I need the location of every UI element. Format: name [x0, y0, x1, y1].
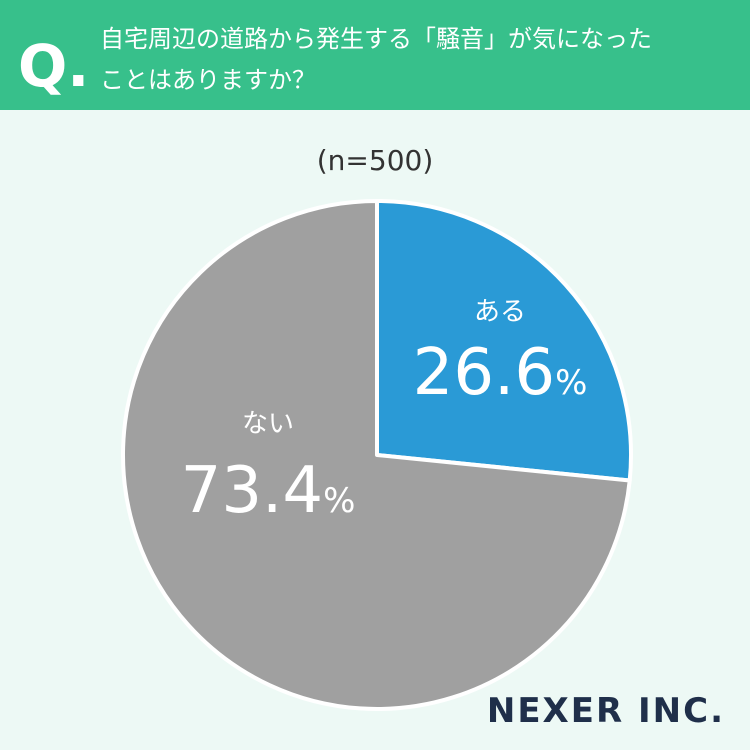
pie-slice — [121, 199, 632, 711]
pie: ある 26.6% ない 73.4% — [121, 199, 633, 711]
question: ことはありますか？ — [100, 66, 316, 94]
header-band — [0, 0, 750, 110]
value-label: 26.6% — [413, 336, 588, 410]
logo: NEXER INC. — [487, 691, 725, 731]
slice-name: ある — [474, 297, 526, 327]
slice-name: ない — [242, 409, 294, 439]
pie-slice — [375, 199, 633, 483]
subtitle: (n=500) — [317, 144, 434, 177]
q-mark: Q. — [18, 32, 89, 100]
value-label: 73.4% — [181, 454, 356, 528]
question: 自宅周辺の道路から発生する「騒音」が気になった — [100, 25, 652, 53]
